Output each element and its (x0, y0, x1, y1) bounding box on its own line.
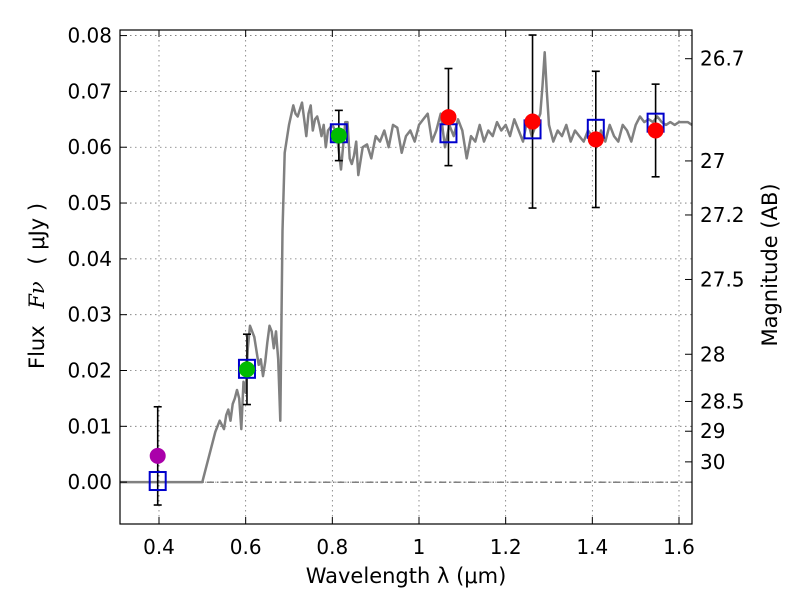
model-photometry-squares (148, 112, 665, 492)
y-tick-label: 0.08 (67, 24, 112, 48)
y2-tick-label: 26.7 (700, 47, 745, 71)
observed-point (330, 127, 347, 144)
x-tick-label: 1 (413, 535, 426, 559)
y-tick-label: 0.02 (67, 358, 112, 382)
y2-axis-title: Magnitude (AB) (758, 183, 782, 346)
y-axis-title: Flux Fν ( μJy ) (25, 203, 49, 369)
observed-point (440, 109, 457, 126)
x-tick-label: 1.4 (576, 535, 608, 559)
y-axis-title-unit: ( μJy ) (25, 203, 49, 265)
y-tick-label: 0.03 (67, 303, 112, 327)
plot-frame (119, 29, 693, 525)
y-tick-label: 0.04 (67, 247, 112, 271)
model-sed-line (120, 51, 693, 484)
model-square (148, 471, 167, 492)
x-axis-title: Wavelength λ (μm) (306, 564, 507, 588)
observed-photometry-points (149, 109, 664, 464)
y-tick-label: 0.05 (67, 191, 112, 215)
observed-point (587, 131, 604, 148)
y-tick-label: 0.07 (67, 79, 112, 103)
y-axis-title-word: Flux (25, 325, 49, 369)
grid-lines (120, 30, 692, 524)
y2-tick-label: 27 (700, 149, 725, 173)
observed-point (149, 447, 166, 464)
y2-tick-label: 29 (700, 419, 725, 443)
y-tick-label: 0.00 (67, 470, 112, 494)
svg-text:Flux Fν ( μJy ): Flux Fν ( μJy ) (25, 203, 49, 369)
y2-tick-label: 27.2 (700, 203, 745, 227)
observed-point (238, 361, 255, 378)
y-tick-label: 0.01 (67, 414, 112, 438)
x-tick-label: 0.8 (316, 535, 348, 559)
x-tick-label: 1.6 (663, 535, 695, 559)
y-axis-title-symbol: Fν (25, 281, 49, 310)
observed-point (647, 122, 664, 139)
axis-ticks: 0.4 0.6 0.8 1 1.2 1.4 1.6 0.00 0.01 0.02 0.03 0.04 0… (67, 24, 744, 559)
x-tick-label: 0.4 (143, 535, 175, 559)
y2-tick-label: 27.5 (700, 267, 745, 291)
y2-tick-label: 28 (700, 342, 725, 366)
x-tick-label: 0.6 (230, 535, 262, 559)
x-tick-label: 1.2 (490, 535, 522, 559)
model-square (237, 358, 256, 379)
y2-tick-label: 28.5 (700, 389, 745, 413)
y2-tick-label: 30 (700, 450, 725, 474)
error-bars (153, 34, 660, 506)
observed-point (524, 113, 541, 130)
y-tick-label: 0.06 (67, 135, 112, 159)
